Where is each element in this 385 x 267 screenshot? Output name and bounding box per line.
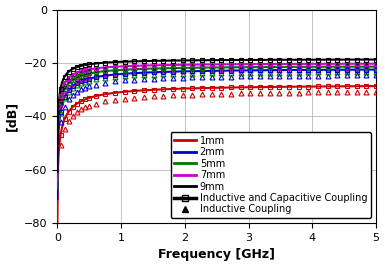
X-axis label: Frequency [GHz]: Frequency [GHz] [158,249,275,261]
Y-axis label: [dB]: [dB] [5,101,18,131]
Legend: 1mm, 2mm, 5mm, 7mm, 9mm, Inductive and Capacitive Coupling, Inductive Coupling: 1mm, 2mm, 5mm, 7mm, 9mm, Inductive and C… [171,132,371,218]
